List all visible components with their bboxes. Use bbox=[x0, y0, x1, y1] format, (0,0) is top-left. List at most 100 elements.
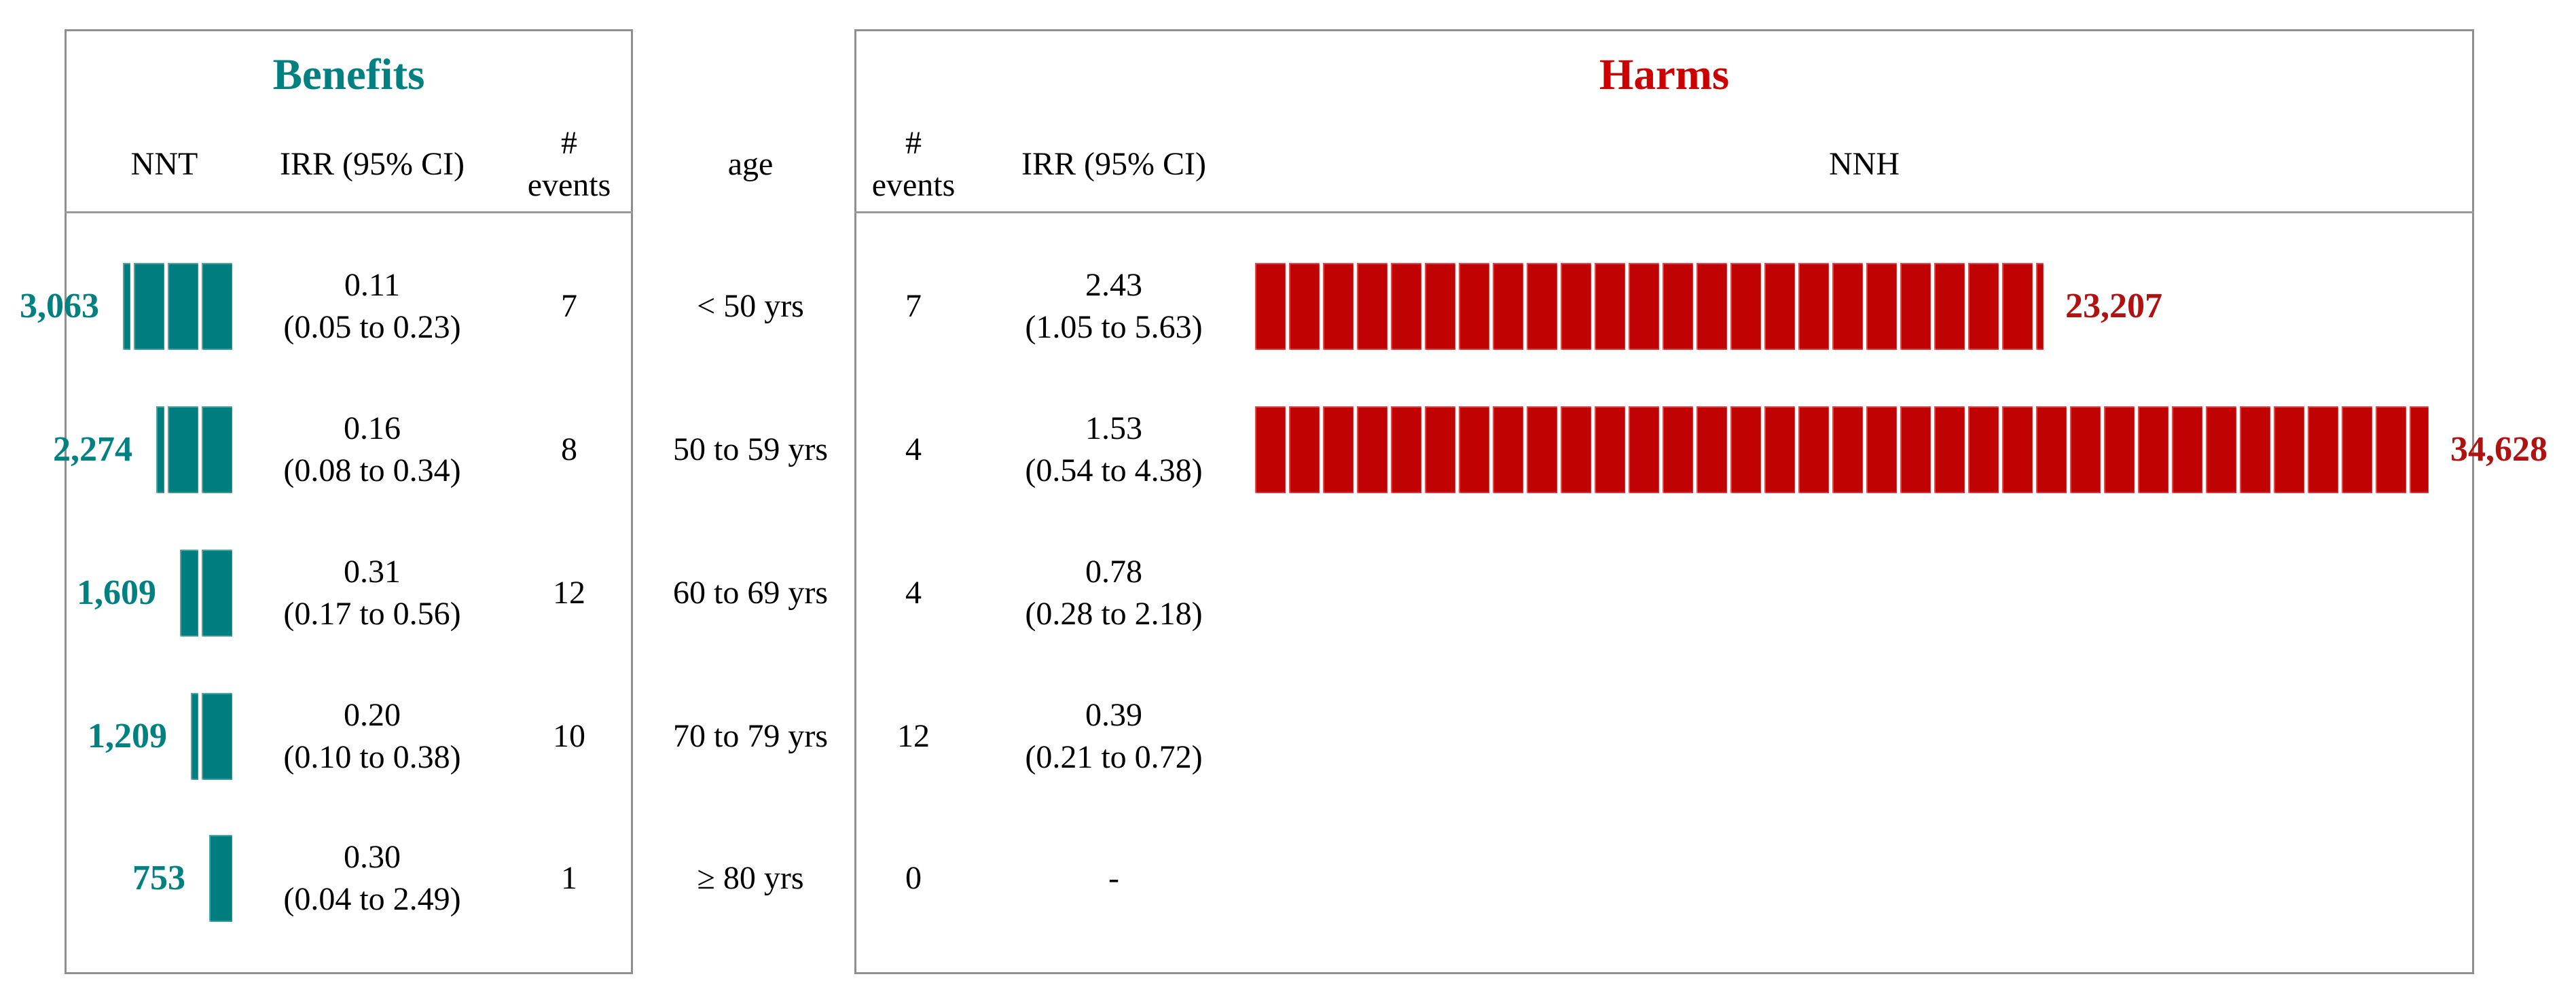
nnt-bar-partial-segment bbox=[123, 263, 130, 350]
benefits-header-divider bbox=[65, 211, 633, 213]
column-header-nnt: NNT bbox=[130, 146, 198, 182]
age-label: < 50 yrs bbox=[697, 288, 804, 324]
harm-irr-ci: (0.28 to 2.18) bbox=[1025, 596, 1203, 632]
nnh-bar-segment bbox=[2206, 406, 2236, 493]
nnh-bar-segment bbox=[1595, 406, 1625, 493]
nnt-value-label: 1,609 bbox=[77, 573, 156, 612]
nnh-bar-segment bbox=[1527, 406, 1557, 493]
nnt-bar-row: 1,209 bbox=[0, 693, 232, 780]
benefit-irr-value-block: 0.31 (0.17 to 0.56) bbox=[236, 551, 508, 635]
nnh-bar-segment bbox=[1697, 263, 1727, 350]
nnh-bar-segment bbox=[1968, 263, 1999, 350]
nnh-bar-segment bbox=[2138, 406, 2169, 493]
nnh-bar-segment bbox=[2002, 263, 2033, 350]
nnh-bar-segment bbox=[2002, 406, 2033, 493]
nnh-bar-segment bbox=[2036, 406, 2067, 493]
nnh-value-label: 34,628 bbox=[2450, 430, 2547, 469]
nnh-bar-segment bbox=[1323, 263, 1354, 350]
nnh-bar-partial-segment bbox=[2410, 406, 2429, 493]
benefit-events-value: 12 bbox=[553, 575, 585, 611]
nnh-bar-segment bbox=[1934, 406, 1965, 493]
nnt-bar-segment bbox=[168, 406, 198, 493]
nnh-bar-segment bbox=[1663, 406, 1693, 493]
harm-irr-value: 1.53 bbox=[1085, 410, 1142, 446]
nnt-bar-row: 1,609 bbox=[0, 550, 232, 637]
nnt-bar-row: 3,063 bbox=[0, 263, 232, 350]
nnh-bar-segment bbox=[1561, 263, 1591, 350]
harm-irr-value: 0.39 bbox=[1085, 697, 1142, 733]
nnt-value-label: 3,063 bbox=[20, 287, 99, 325]
harms-panel-box bbox=[854, 29, 2474, 974]
nnh-bar-segment bbox=[1663, 263, 1693, 350]
benefit-events-value: 10 bbox=[553, 718, 585, 754]
benefit-events-value: 8 bbox=[561, 431, 577, 467]
column-header-benefit-events-line2: events bbox=[527, 167, 611, 203]
harms-panel-title: Harms bbox=[1599, 50, 1730, 99]
nnh-bar-segment bbox=[1697, 406, 1727, 493]
benefit-irr-ci: (0.05 to 0.23) bbox=[283, 309, 461, 345]
benefit-irr-value: 0.30 bbox=[344, 839, 401, 875]
nnh-bar-segment bbox=[1629, 263, 1659, 350]
harm-irr-value-block: 1.53 (0.54 to 4.38) bbox=[978, 408, 1250, 492]
benefit-irr-value: 0.11 bbox=[344, 267, 401, 303]
nnh-bar-segment bbox=[1357, 263, 1387, 350]
nnt-bar-segment bbox=[202, 406, 232, 493]
column-header-benefit-events: # events bbox=[501, 122, 637, 207]
nnh-bar-segment bbox=[1289, 406, 1320, 493]
nnh-bar-segment bbox=[1493, 263, 1523, 350]
nnh-bar-segment bbox=[1968, 406, 1999, 493]
nnt-value-label: 2,274 bbox=[53, 430, 132, 469]
harm-irr-ci: (1.05 to 5.63) bbox=[1025, 309, 1203, 345]
nnh-bar-segment bbox=[1866, 406, 1897, 493]
harm-irr-ci: (0.21 to 0.72) bbox=[1025, 739, 1203, 775]
nnh-bar-segment bbox=[1255, 263, 1286, 350]
nnt-bar-row: 2,274 bbox=[0, 406, 232, 493]
nnh-bar-segment bbox=[1595, 263, 1625, 350]
harm-events-value: 4 bbox=[905, 431, 922, 467]
benefit-irr-value: 0.16 bbox=[344, 410, 401, 446]
nnh-bar-segment bbox=[1798, 263, 1829, 350]
nnh-bar-row: 23,207 bbox=[1255, 263, 2162, 350]
benefit-irr-value-block: 0.11 (0.05 to 0.23) bbox=[236, 264, 508, 349]
nnh-bar-partial-segment bbox=[2036, 263, 2044, 350]
nnh-bar-segment bbox=[1934, 263, 1965, 350]
nnh-bar-segment bbox=[1391, 406, 1421, 493]
benefit-events-value: 7 bbox=[561, 288, 577, 324]
nnh-bar-segment bbox=[1832, 263, 1863, 350]
nnh-bar-segment bbox=[1629, 406, 1659, 493]
benefit-events-value: 1 bbox=[561, 860, 577, 896]
nnh-bar-segment bbox=[1730, 406, 1761, 493]
benefit-irr-value-block: 0.20 (0.10 to 0.38) bbox=[236, 694, 508, 779]
column-header-harm-events: # events bbox=[846, 122, 981, 207]
harm-events-value: 7 bbox=[905, 288, 922, 324]
benefit-irr-value: 0.31 bbox=[344, 554, 401, 590]
harm-irr-value-block: 0.39 (0.21 to 0.72) bbox=[978, 694, 1250, 779]
nnt-bar-partial-segment bbox=[180, 550, 198, 637]
nnh-bar-segment bbox=[1527, 263, 1557, 350]
harms-header-divider bbox=[854, 211, 2474, 213]
nnh-bar-segment bbox=[1289, 263, 1320, 350]
benefit-irr-ci: (0.08 to 0.34) bbox=[283, 452, 461, 488]
nnt-value-label: 1,209 bbox=[88, 717, 167, 755]
column-header-nnh: NNH bbox=[1829, 146, 1900, 182]
harm-irr-ci: (0.54 to 4.38) bbox=[1025, 452, 1203, 488]
harm-irr-value: 2.43 bbox=[1085, 267, 1142, 303]
nnh-bar-segment bbox=[2376, 406, 2406, 493]
nnt-bar-segment bbox=[202, 693, 232, 780]
nnt-bar-segment bbox=[168, 263, 198, 350]
nnh-bar-segment bbox=[1357, 406, 1387, 493]
benefit-irr-ci: (0.10 to 0.38) bbox=[283, 739, 461, 775]
nnh-bar-segment bbox=[1459, 406, 1489, 493]
benefits-panel-title: Benefits bbox=[272, 50, 425, 99]
nnh-bar-segment bbox=[1866, 263, 1897, 350]
harm-irr-value-block: 2.43 (1.05 to 5.63) bbox=[978, 264, 1250, 349]
nnt-bar-partial-segment bbox=[156, 406, 164, 493]
nnh-bar-segment bbox=[1255, 406, 1286, 493]
nnh-bar-segment bbox=[1391, 263, 1421, 350]
age-label: ≥ 80 yrs bbox=[697, 860, 804, 896]
nnt-bar-segment bbox=[134, 263, 164, 350]
nnh-bar-segment bbox=[1425, 406, 1455, 493]
nnh-bar-row: 34,628 bbox=[1255, 406, 2547, 493]
